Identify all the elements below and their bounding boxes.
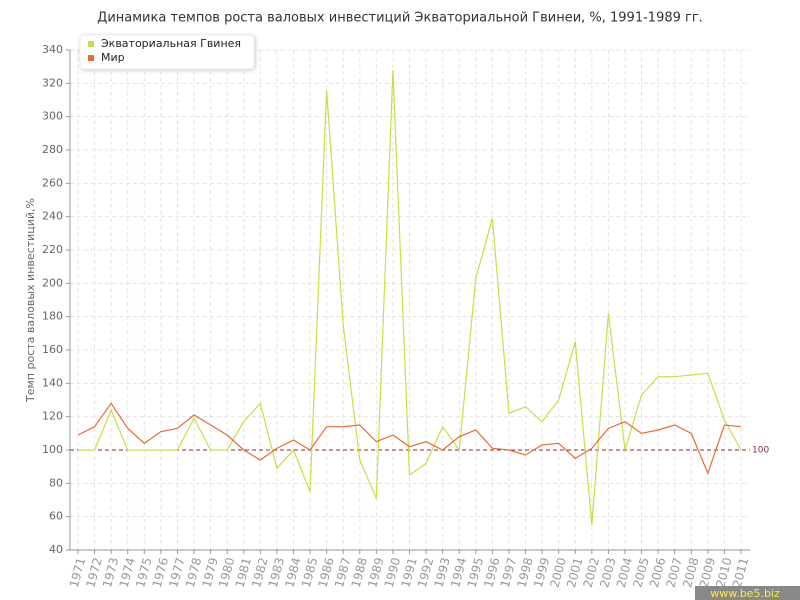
y-tick-label: 160 bbox=[42, 343, 63, 356]
y-tick-label: 100 bbox=[42, 443, 63, 456]
legend-swatch bbox=[88, 41, 94, 47]
y-tick-label: 240 bbox=[42, 210, 63, 223]
y-tick-label: 60 bbox=[49, 510, 63, 523]
y-tick-label: 260 bbox=[42, 176, 63, 189]
reference-label: 100 bbox=[752, 446, 769, 456]
y-tick-label: 140 bbox=[42, 376, 63, 389]
y-axis-label: Темп роста валовых инвестиций,% bbox=[24, 198, 37, 403]
chart-title: Динамика темпов роста валовых инвестиций… bbox=[97, 11, 703, 26]
legend-label: Экваториальная Гвинея bbox=[101, 37, 241, 50]
y-tick-label: 340 bbox=[42, 43, 63, 56]
y-tick-label: 200 bbox=[42, 276, 63, 289]
series-line bbox=[78, 69, 742, 526]
y-tick-label: 280 bbox=[42, 143, 63, 156]
legend-swatch bbox=[88, 55, 94, 61]
y-tick-label: 300 bbox=[42, 110, 63, 123]
y-tick-label: 320 bbox=[42, 76, 63, 89]
series-line bbox=[77, 402, 742, 476]
watermark: www.be5.biz bbox=[710, 587, 780, 600]
legend-box bbox=[79, 34, 255, 70]
y-tick-label: 80 bbox=[49, 476, 63, 489]
y-tick-label: 120 bbox=[42, 410, 63, 423]
watermark-bg bbox=[695, 586, 800, 600]
legend-label: Мир bbox=[101, 51, 125, 64]
y-tick-label: 40 bbox=[49, 543, 63, 556]
y-tick-label: 220 bbox=[42, 243, 63, 256]
y-tick-label: 180 bbox=[42, 310, 63, 323]
